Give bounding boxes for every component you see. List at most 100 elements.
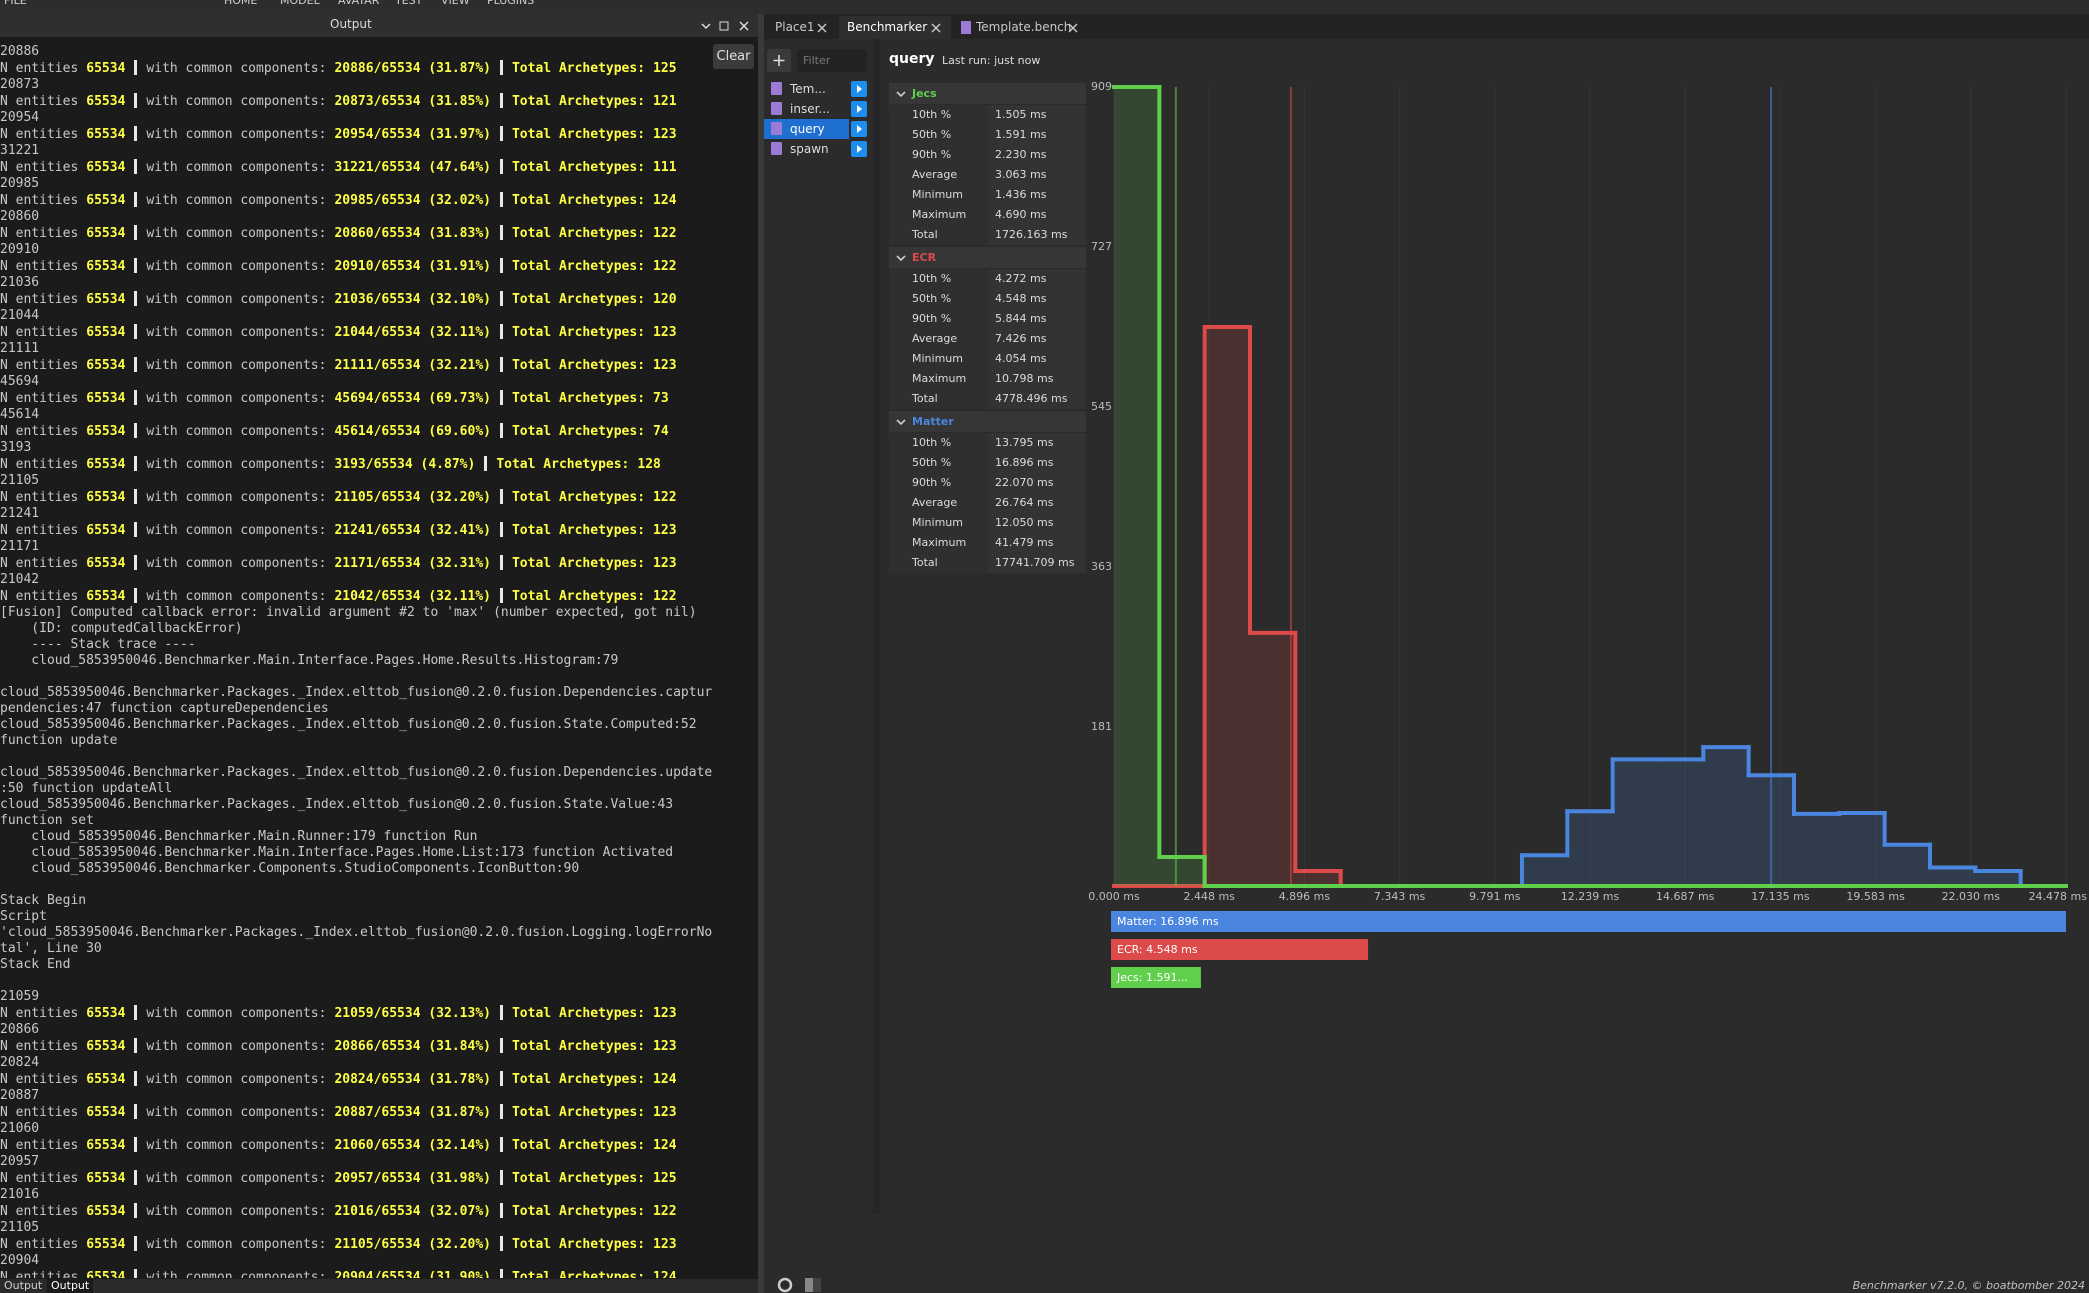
- entity-prefix: N entities: [0, 391, 79, 406]
- collapse-icon[interactable]: [895, 252, 907, 264]
- run-button[interactable]: [851, 101, 867, 117]
- error-line: cloud_5853950046.Benchmarker.Main.Interf…: [0, 653, 619, 668]
- entity-count: 65534: [86, 226, 126, 241]
- document-tab[interactable]: Template.bench: [954, 16, 1088, 39]
- error-line: ---- Stack trace ----: [0, 637, 196, 652]
- close-icon[interactable]: [817, 23, 827, 33]
- separator: [499, 489, 503, 504]
- panel-controls[interactable]: [700, 19, 756, 33]
- entity-prefix: N entities: [0, 1204, 79, 1219]
- close-icon[interactable]: [1068, 23, 1078, 33]
- log-count: 45694: [0, 374, 40, 389]
- archetypes-label: Total Archetypes:: [511, 490, 646, 505]
- entity-count: 65534: [86, 1204, 126, 1219]
- archetypes-value: 121: [653, 94, 677, 109]
- entity-count: 65534: [86, 1171, 126, 1186]
- entity-count: 65534: [86, 61, 126, 76]
- collapse-icon[interactable]: [895, 88, 907, 100]
- log-count: 20910: [0, 242, 40, 257]
- log-entity-line: N entities 65534 with common components: 21…: [0, 291, 712, 308]
- stat-row: 10th % 1.505 ms: [889, 105, 1086, 125]
- menu-item[interactable]: TEST: [395, 0, 423, 7]
- archetypes-value: 123: [653, 1237, 677, 1252]
- result-group-header[interactable]: Matter: [889, 411, 1086, 432]
- stat-row: 90th % 2.230 ms: [889, 145, 1086, 165]
- common-value: 20985/65534 (32.02%): [334, 193, 491, 208]
- stat-label: Average: [889, 493, 988, 513]
- separator: [134, 258, 138, 273]
- document-tabs: Place1 Benchmarker Template.bench: [764, 14, 2089, 39]
- menu-item[interactable]: HOME: [224, 0, 258, 7]
- document-tab[interactable]: Benchmarker: [839, 16, 951, 39]
- log-entity-line: N entities 65534 with common components: 21…: [0, 1137, 712, 1154]
- menu-item[interactable]: PLUGINS: [487, 0, 535, 7]
- close-icon[interactable]: [931, 23, 941, 33]
- menu-item[interactable]: FILE: [4, 0, 27, 7]
- menu-item[interactable]: MODEL: [280, 0, 320, 7]
- archetypes-value: 123: [653, 523, 677, 538]
- separator: [499, 1104, 503, 1119]
- entity-prefix: N entities: [0, 1006, 79, 1021]
- archetypes-value: 124: [653, 1072, 677, 1087]
- common-value: 20957/65534 (31.98%): [334, 1171, 491, 1186]
- separator: [134, 1005, 138, 1020]
- stat-label: Minimum: [889, 513, 988, 533]
- run-button[interactable]: [851, 81, 867, 97]
- common-label: with common components:: [146, 325, 327, 340]
- log-entity-line: N entities 65534 with common components: 20…: [0, 1071, 712, 1088]
- menu-item[interactable]: VIEW: [441, 0, 470, 7]
- stat-value: 17741.709 ms: [988, 553, 1086, 573]
- error-line: cloud_5853950046.Benchmarker.Packages._I…: [0, 797, 674, 812]
- stat-label: Maximum: [889, 205, 988, 225]
- stat-label: 10th %: [889, 269, 988, 289]
- filter-input[interactable]: Filter: [797, 49, 867, 72]
- stat-row: 50th % 4.548 ms: [889, 289, 1086, 309]
- run-button[interactable]: [851, 141, 867, 157]
- entity-prefix: N entities: [0, 1237, 79, 1252]
- separator: [499, 1170, 503, 1185]
- benchmark-item[interactable]: query: [764, 119, 849, 139]
- common-label: with common components:: [146, 1204, 327, 1219]
- entity-prefix: N entities: [0, 1138, 79, 1153]
- menu-item[interactable]: AVATAR: [338, 0, 380, 7]
- benchmark-item[interactable]: inser...: [790, 102, 830, 116]
- result-group-header[interactable]: ECR: [889, 247, 1086, 268]
- log-entity-line: N entities 65534 with common components: 31…: [0, 159, 712, 176]
- collapse-icon[interactable]: [895, 416, 907, 428]
- result-group-header[interactable]: Jecs: [889, 83, 1086, 104]
- separator: [134, 423, 138, 438]
- log-count: 21241: [0, 506, 40, 521]
- benchmark-item[interactable]: spawn: [790, 142, 829, 156]
- run-button[interactable]: [851, 121, 867, 137]
- archetypes-label: Total Archetypes:: [511, 1237, 646, 1252]
- separator: [499, 555, 503, 570]
- log-count: 21111: [0, 341, 40, 356]
- stat-row: Minimum 12.050 ms: [889, 513, 1086, 533]
- stat-label: 50th %: [889, 289, 988, 309]
- stat-label: 90th %: [889, 145, 988, 165]
- common-label: with common components:: [146, 1270, 327, 1278]
- entity-prefix: N entities: [0, 193, 79, 208]
- log-count: 20824: [0, 1055, 40, 1070]
- output-tab[interactable]: Output: [4, 1279, 43, 1292]
- benchmark-item[interactable]: Tem...: [790, 82, 826, 96]
- document-tab[interactable]: Place1: [767, 16, 837, 39]
- common-value: 45614/65534 (69.60%): [334, 424, 491, 439]
- common-value: 21171/65534 (32.31%): [334, 556, 491, 571]
- bottom-buttons[interactable]: [772, 1275, 832, 1293]
- common-value: 45694/65534 (69.73%): [334, 391, 491, 406]
- separator: [134, 1170, 138, 1185]
- log-count: 31221: [0, 143, 40, 158]
- clear-button[interactable]: Clear: [713, 44, 754, 69]
- run-icon: [857, 145, 862, 153]
- stat-label: 50th %: [889, 125, 988, 145]
- common-label: with common components:: [146, 226, 327, 241]
- common-value: 20887/65534 (31.87%): [334, 1105, 491, 1120]
- common-value: 21105/65534 (32.20%): [334, 490, 491, 505]
- group-name: Matter: [912, 415, 954, 428]
- add-button[interactable]: [767, 49, 791, 72]
- entity-count: 65534: [86, 1138, 126, 1153]
- entity-count: 65534: [86, 589, 126, 604]
- output-tab[interactable]: Output: [47, 1279, 94, 1293]
- separator: [499, 93, 503, 108]
